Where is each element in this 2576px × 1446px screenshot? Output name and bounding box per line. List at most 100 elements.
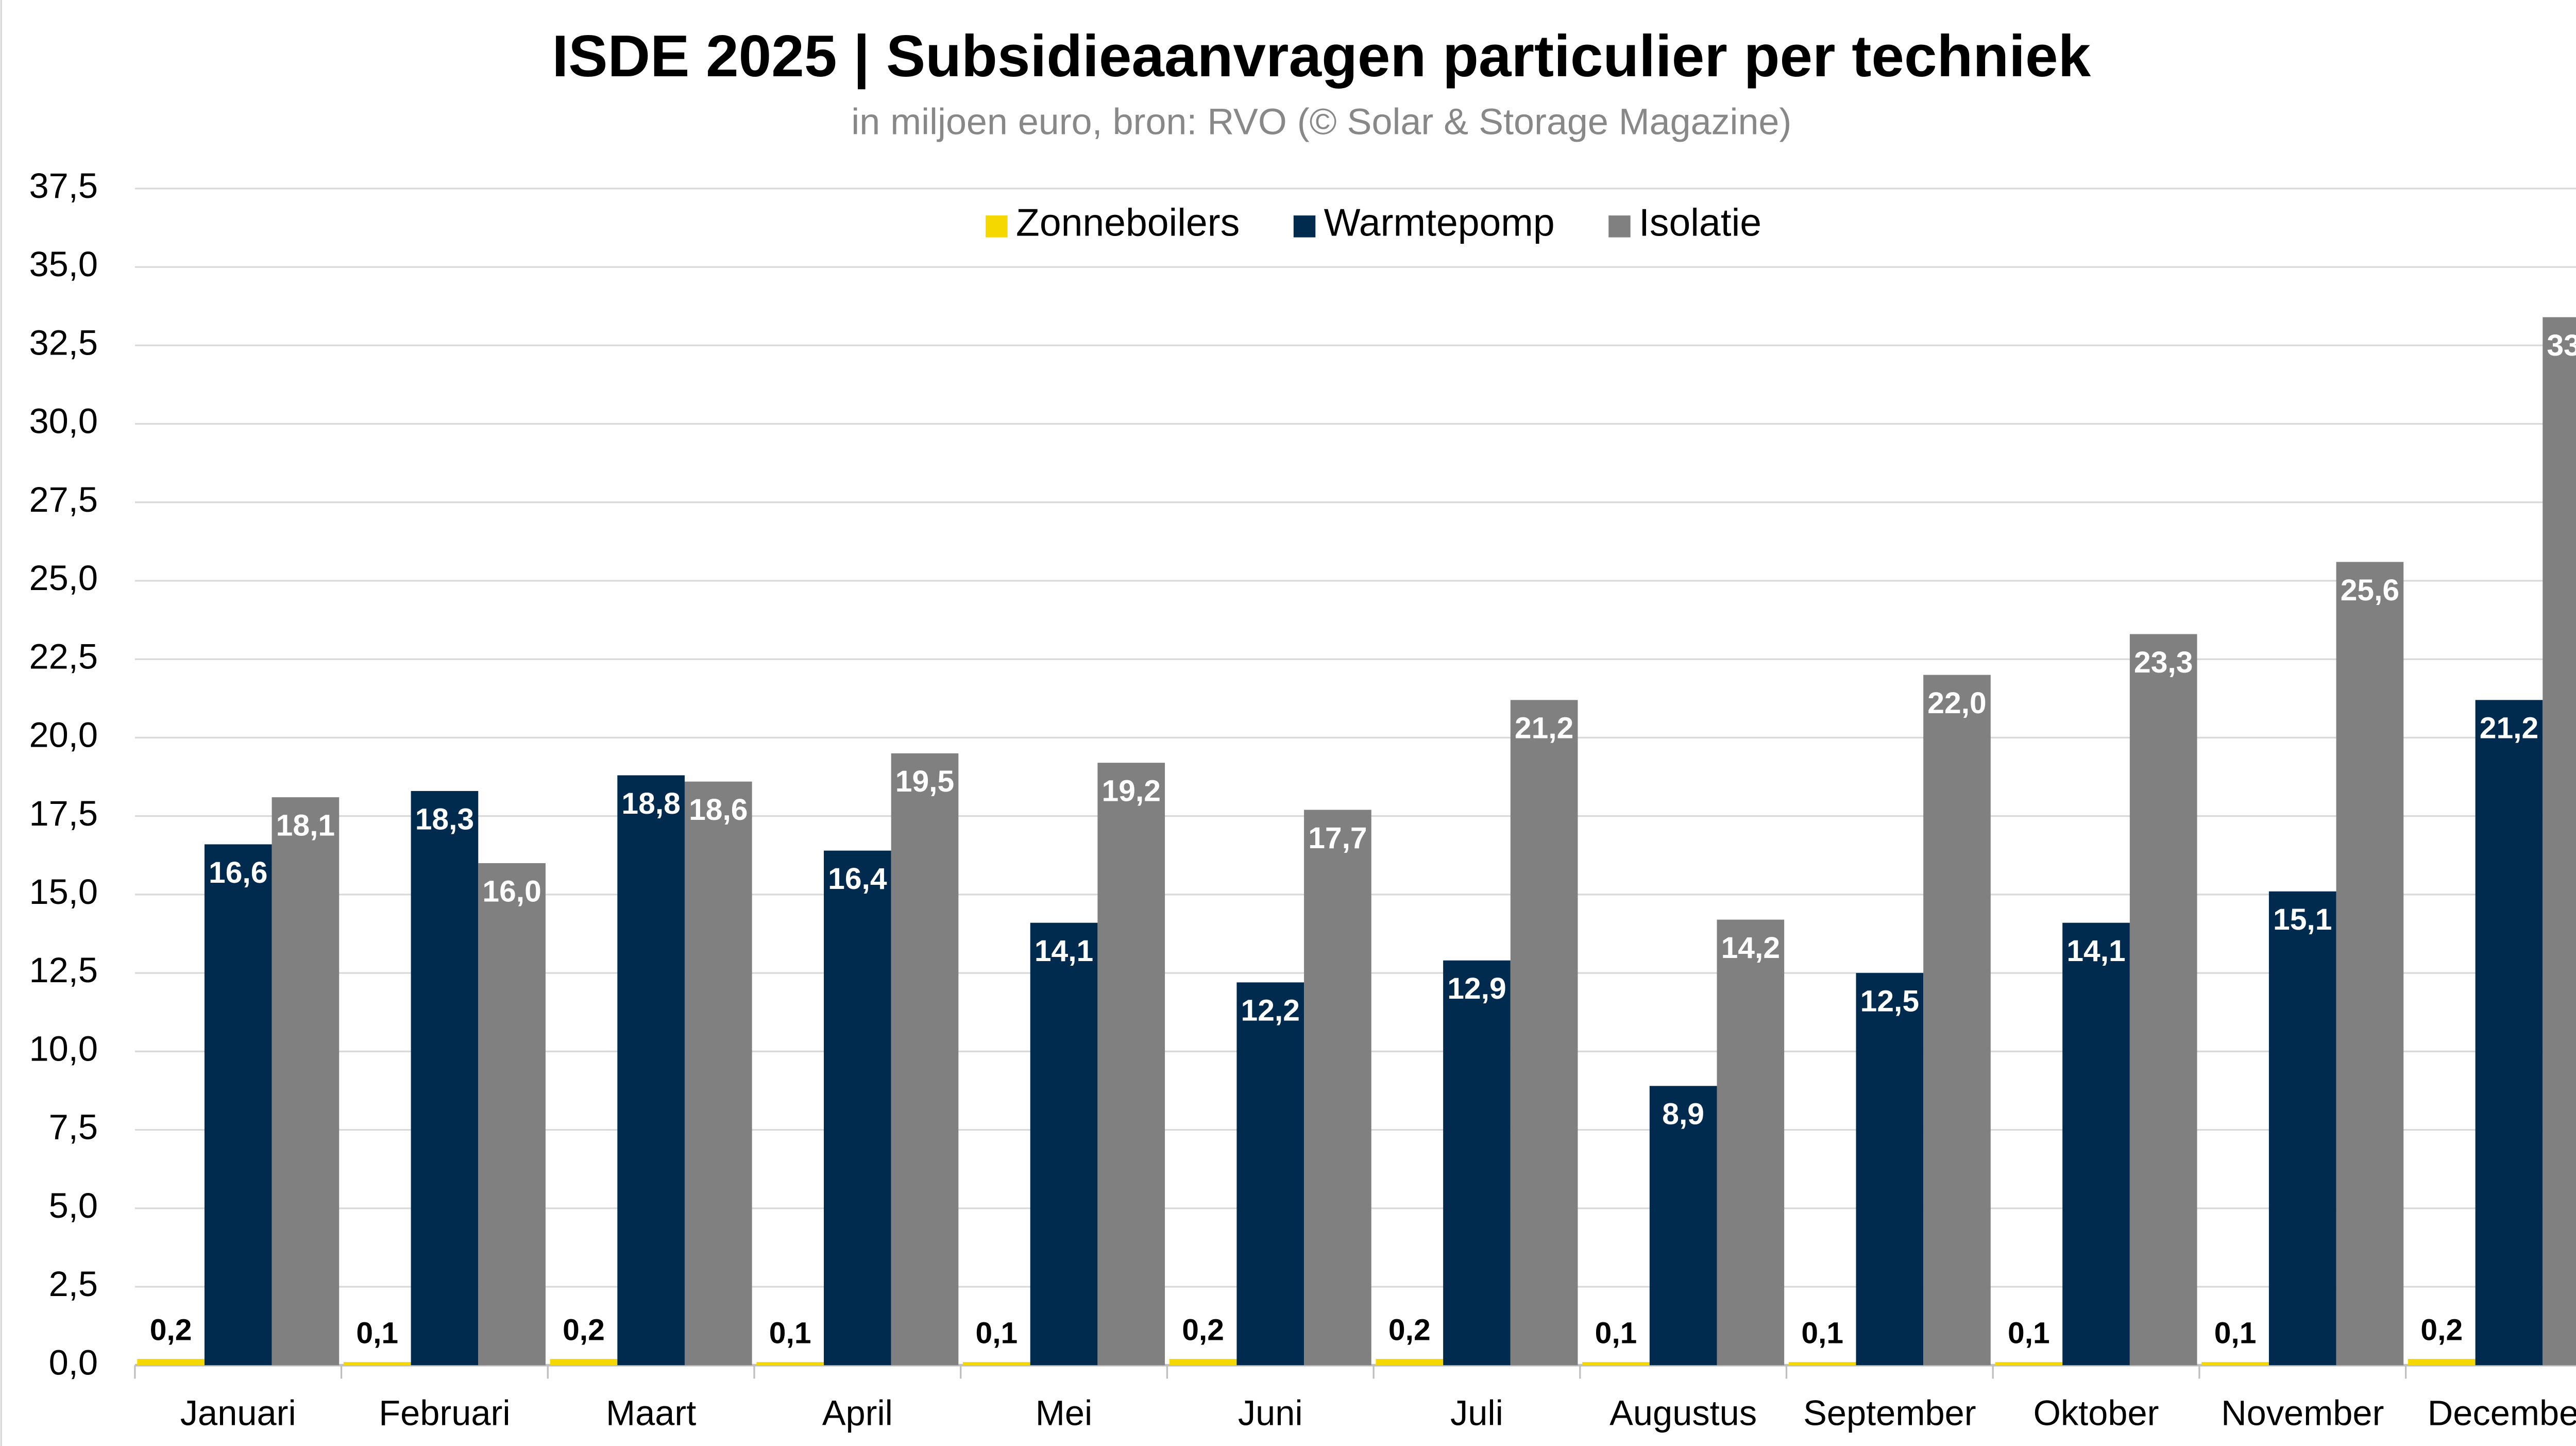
- value-label: 19,5: [895, 765, 954, 798]
- value-label: 0,2: [2420, 1313, 2463, 1347]
- bar: [756, 1362, 824, 1366]
- legend-label: Warmtepomp: [1324, 201, 1555, 244]
- bar: [1443, 960, 1511, 1366]
- value-label: 0,1: [1801, 1316, 1843, 1350]
- legend-swatch: [1608, 215, 1631, 238]
- bar: [411, 791, 479, 1366]
- value-label: 12,5: [1860, 984, 1919, 1018]
- bar: [1304, 810, 1371, 1366]
- value-label: 18,8: [621, 787, 680, 820]
- bar: [617, 775, 685, 1366]
- bar: [2268, 891, 2336, 1366]
- bar: [2129, 634, 2197, 1366]
- bar: [1995, 1362, 2063, 1366]
- value-label: 12,9: [1447, 972, 1506, 1005]
- value-label: 0,1: [976, 1316, 1018, 1350]
- y-tick-label: 30,0: [29, 401, 98, 441]
- bar: [2543, 317, 2576, 1366]
- x-tick-label: April: [822, 1393, 893, 1433]
- y-tick-label: 27,5: [29, 480, 98, 519]
- x-tick-label: Oktober: [2033, 1393, 2159, 1433]
- x-tick-label: Februari: [379, 1393, 510, 1433]
- bar: [272, 797, 340, 1366]
- x-tick-label: Augustus: [1609, 1393, 1757, 1433]
- y-tick-label: 20,0: [29, 715, 98, 755]
- value-label: 0,2: [150, 1313, 192, 1347]
- value-label: 25,6: [2341, 574, 2399, 607]
- y-tick-label: 22,5: [29, 636, 98, 676]
- y-tick-label: 0,0: [49, 1342, 98, 1382]
- chart-title: ISDE 2025 | Subsidieaanvragen particulie…: [552, 24, 2091, 90]
- value-label: 12,2: [1241, 994, 1300, 1028]
- value-label: 8,9: [1662, 1098, 1704, 1131]
- bar: [1923, 675, 1991, 1366]
- legend-label: Zonneboilers: [1016, 201, 1240, 244]
- bar: [343, 1362, 411, 1366]
- legend-swatch: [986, 215, 1008, 238]
- value-label: 22,0: [1927, 686, 1986, 720]
- bar: [1717, 919, 1785, 1366]
- y-tick-label: 7,5: [49, 1107, 98, 1147]
- bar: [137, 1359, 205, 1366]
- bar: [2062, 922, 2130, 1366]
- x-tick-label: Januari: [180, 1393, 296, 1433]
- y-tick-label: 2,5: [49, 1264, 98, 1304]
- x-tick-label: September: [1803, 1393, 1976, 1433]
- x-tick-label: December: [2428, 1393, 2576, 1433]
- bar: [684, 781, 752, 1366]
- x-tick-label: Maart: [606, 1393, 696, 1433]
- bar: [1510, 700, 1578, 1366]
- value-label: 23,3: [2134, 646, 2193, 679]
- value-label: 0,2: [1182, 1313, 1224, 1347]
- value-label: 0,1: [2214, 1316, 2257, 1350]
- value-label: 14,2: [1721, 931, 1780, 965]
- x-tick-label: November: [2221, 1393, 2384, 1433]
- bar: [550, 1359, 618, 1366]
- value-label: 18,1: [276, 809, 335, 842]
- value-label: 16,0: [482, 875, 541, 908]
- bar: [1376, 1359, 1444, 1366]
- value-label: 0,1: [356, 1316, 398, 1350]
- value-label: 18,3: [415, 802, 474, 836]
- bar: [1788, 1362, 1856, 1366]
- bar: [1582, 1362, 1650, 1366]
- y-tick-label: 10,0: [29, 1029, 98, 1068]
- bar: [2408, 1359, 2476, 1366]
- value-label: 16,4: [828, 862, 887, 896]
- y-tick-label: 25,0: [29, 558, 98, 598]
- bar: [1169, 1359, 1237, 1366]
- value-label: 0,2: [1388, 1313, 1431, 1347]
- value-label: 16,6: [209, 856, 267, 889]
- value-label: 21,2: [1515, 712, 1573, 745]
- y-tick-label: 37,5: [29, 166, 98, 206]
- legend-label: Isolatie: [1639, 201, 1761, 244]
- bar: [204, 844, 272, 1366]
- y-tick-label: 15,0: [29, 872, 98, 912]
- bar: [824, 850, 891, 1366]
- value-label: 0,1: [2008, 1316, 2050, 1350]
- legend-swatch: [1293, 215, 1316, 238]
- value-label: 17,7: [1308, 821, 1367, 855]
- value-label: 15,1: [2273, 903, 2332, 936]
- y-tick-label: 35,0: [29, 244, 98, 284]
- bar: [1030, 922, 1098, 1366]
- value-label: 0,2: [563, 1313, 605, 1347]
- bar: [2201, 1362, 2269, 1366]
- bar: [891, 753, 959, 1366]
- bar: [1649, 1086, 1717, 1366]
- x-tick-label: Mei: [1036, 1393, 1093, 1433]
- x-tick-label: Juli: [1450, 1393, 1503, 1433]
- value-label: 18,6: [689, 793, 748, 827]
- value-label: 0,1: [769, 1316, 811, 1350]
- value-label: 21,2: [2480, 712, 2538, 745]
- y-tick-label: 32,5: [29, 323, 98, 362]
- bar: [2336, 562, 2404, 1366]
- bar: [478, 863, 546, 1366]
- bar: [2475, 700, 2543, 1366]
- y-tick-label: 5,0: [49, 1186, 98, 1225]
- value-label: 33,4: [2547, 329, 2576, 362]
- value-label: 19,2: [1102, 774, 1161, 808]
- bar: [1856, 973, 1924, 1366]
